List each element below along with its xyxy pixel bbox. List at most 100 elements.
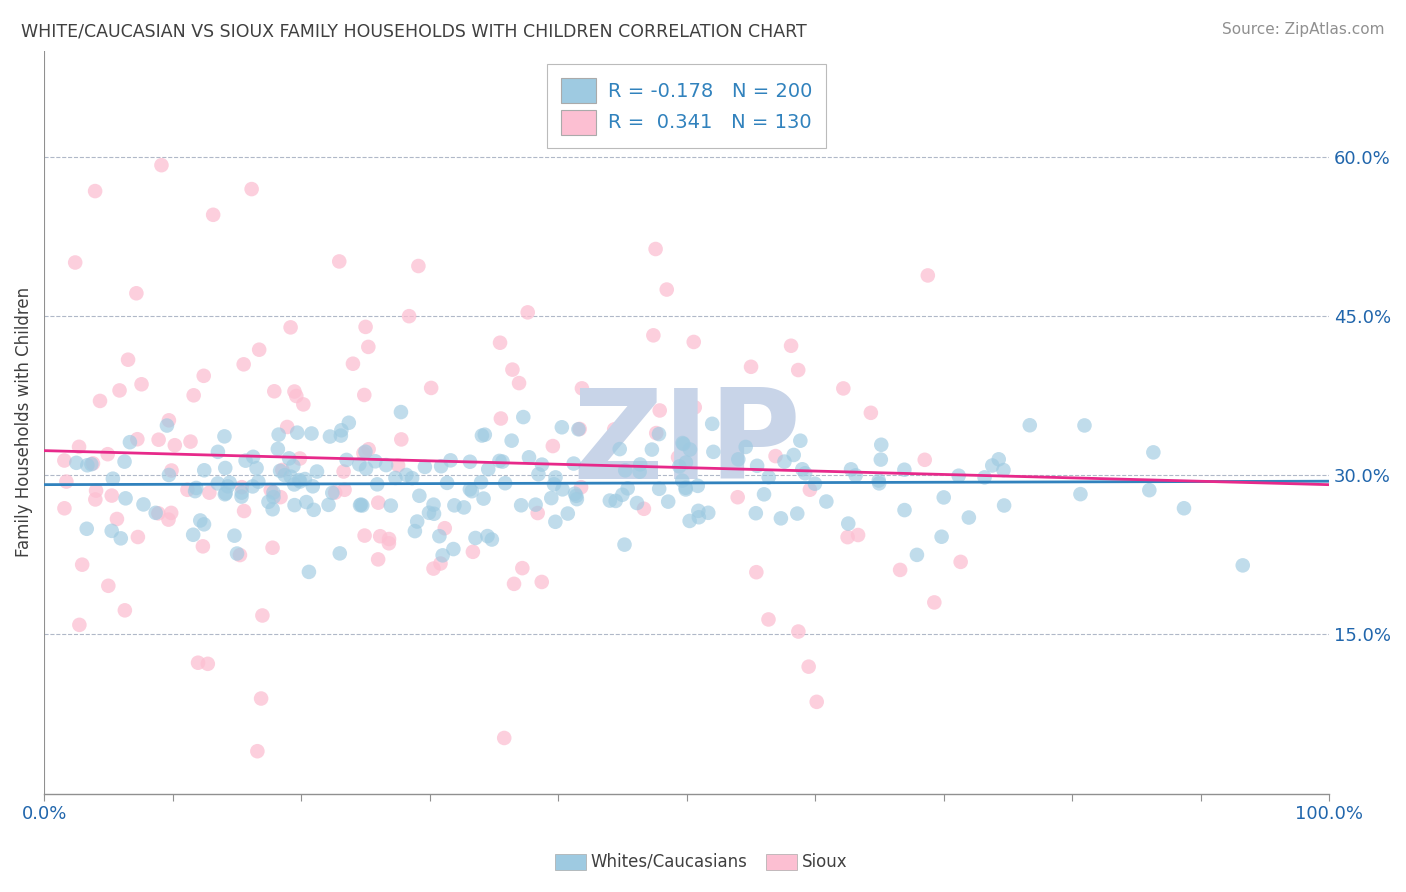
Point — [354, 461, 377, 475]
Point — [163, 438, 186, 452]
Point — [242, 450, 264, 464]
Point — [655, 283, 678, 297]
Point — [179, 434, 201, 449]
Point — [675, 456, 697, 470]
Point — [489, 411, 512, 425]
Point — [67, 440, 90, 454]
Point — [84, 184, 107, 198]
Point — [288, 475, 311, 489]
Point — [794, 467, 817, 481]
Point — [70, 558, 93, 572]
Point — [267, 427, 290, 442]
Point — [832, 381, 855, 395]
Point — [364, 454, 387, 468]
Point — [283, 384, 305, 399]
Point — [648, 482, 671, 496]
Point — [893, 463, 915, 477]
Point — [262, 502, 284, 516]
Point — [406, 515, 429, 529]
Point — [380, 499, 402, 513]
Point — [295, 495, 318, 509]
Point — [193, 517, 215, 532]
Point — [727, 490, 749, 504]
Point — [292, 397, 315, 411]
Point — [526, 506, 548, 520]
Point — [413, 459, 436, 474]
Point — [679, 514, 702, 528]
Point — [905, 548, 928, 562]
Point — [644, 242, 666, 256]
Point — [688, 504, 710, 518]
Point — [422, 498, 444, 512]
Point — [110, 532, 132, 546]
Point — [839, 462, 862, 476]
Point — [792, 462, 814, 476]
Point — [184, 484, 207, 499]
Point — [641, 442, 664, 457]
Point — [271, 463, 294, 477]
Point — [202, 208, 225, 222]
Point — [283, 498, 305, 512]
Y-axis label: Family Households with Children: Family Households with Children — [15, 287, 32, 558]
Point — [260, 483, 283, 497]
Point — [769, 511, 792, 525]
Point — [117, 352, 139, 367]
Point — [993, 463, 1015, 477]
Point — [859, 406, 882, 420]
Point — [605, 494, 627, 508]
Point — [461, 484, 484, 499]
Point — [131, 377, 153, 392]
Point — [354, 319, 377, 334]
Point — [418, 506, 440, 520]
Point — [285, 425, 308, 440]
Point — [125, 286, 148, 301]
Point — [668, 459, 690, 474]
Point — [786, 507, 808, 521]
Point — [233, 504, 256, 518]
Point — [815, 494, 838, 508]
Point — [187, 656, 209, 670]
Point — [368, 529, 391, 543]
Point — [461, 545, 484, 559]
Point — [232, 357, 254, 371]
Point — [53, 453, 76, 467]
Point — [378, 536, 401, 550]
Point — [429, 557, 451, 571]
Point — [657, 494, 679, 508]
Point — [280, 320, 302, 334]
Point — [197, 657, 219, 671]
Point — [242, 479, 264, 493]
Point — [682, 334, 704, 349]
Point — [783, 448, 806, 462]
Point — [215, 486, 238, 500]
Point — [217, 479, 239, 493]
Point — [84, 492, 107, 507]
Point — [686, 479, 709, 493]
Point — [671, 474, 693, 488]
Point — [132, 497, 155, 511]
Point — [214, 487, 236, 501]
Point — [280, 469, 302, 483]
Point — [302, 503, 325, 517]
Point — [517, 450, 540, 465]
Point — [648, 403, 671, 417]
Point — [564, 486, 586, 500]
Point — [868, 476, 890, 491]
Point — [516, 305, 538, 319]
Point — [671, 436, 693, 450]
Point — [957, 510, 980, 524]
Point — [67, 618, 90, 632]
Point — [157, 513, 180, 527]
Point — [948, 468, 970, 483]
Point — [191, 540, 214, 554]
Point — [349, 458, 371, 472]
Point — [987, 452, 1010, 467]
Point — [702, 445, 724, 459]
Point — [837, 516, 859, 531]
Point — [917, 268, 939, 283]
Point — [613, 538, 636, 552]
Point — [494, 731, 516, 745]
Point — [628, 458, 651, 472]
Point — [1232, 558, 1254, 573]
Point — [252, 608, 274, 623]
